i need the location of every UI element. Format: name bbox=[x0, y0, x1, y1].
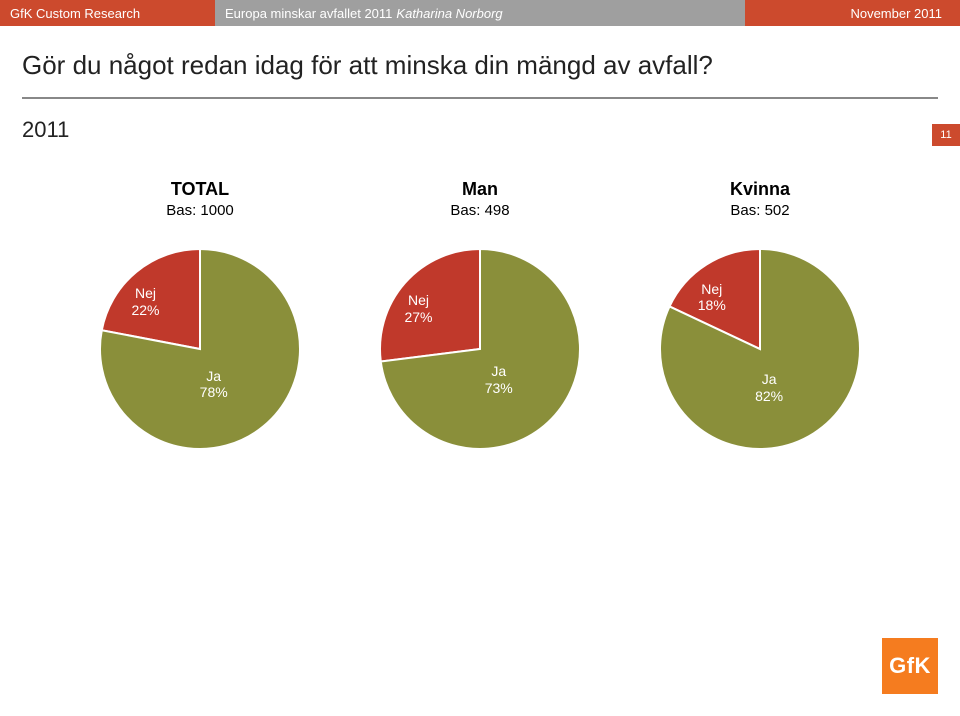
chart-title: Kvinna bbox=[635, 179, 885, 200]
chart-base: Bas: 1000 bbox=[75, 202, 325, 219]
pie-total: Nej22%Ja78% bbox=[75, 239, 325, 459]
pie-chart bbox=[90, 239, 310, 459]
header-subtitle: Europa minskar avfallet 2011 Katharina N… bbox=[215, 0, 745, 26]
chart-labels-row: TOTAL Bas: 1000 Man Bas: 498 Kvinna Bas:… bbox=[60, 179, 900, 219]
charts-row: Nej22%Ja78% Nej27%Ja73% Nej18%Ja82% bbox=[60, 239, 900, 459]
gfk-logo-text: GfK bbox=[889, 653, 931, 679]
pie-kvinna: Nej18%Ja82% bbox=[635, 239, 885, 459]
chart-label-man: Man Bas: 498 bbox=[355, 179, 605, 219]
header-brand: GfK Custom Research bbox=[0, 0, 215, 26]
header-date: November 2011 bbox=[745, 0, 960, 26]
chart-title: TOTAL bbox=[75, 179, 325, 200]
pie-man: Nej27%Ja73% bbox=[355, 239, 605, 459]
pie-slice-nej bbox=[380, 249, 480, 362]
page-title: Gör du något redan idag för att minska d… bbox=[22, 50, 960, 81]
chart-label-kvinna: Kvinna Bas: 502 bbox=[635, 179, 885, 219]
header-bar: GfK Custom Research Europa minskar avfal… bbox=[0, 0, 960, 26]
page-number-badge: 11 bbox=[932, 124, 960, 146]
chart-base: Bas: 498 bbox=[355, 202, 605, 219]
pie-chart bbox=[370, 239, 590, 459]
divider bbox=[22, 97, 938, 99]
chart-label-total: TOTAL Bas: 1000 bbox=[75, 179, 325, 219]
header-subtitle-plain: Europa minskar avfallet 2011 bbox=[225, 6, 392, 21]
year-label: 2011 bbox=[22, 117, 960, 143]
pie-chart bbox=[650, 239, 870, 459]
chart-title: Man bbox=[355, 179, 605, 200]
chart-base: Bas: 502 bbox=[635, 202, 885, 219]
header-subtitle-author: Katharina Norborg bbox=[396, 6, 502, 21]
gfk-logo: GfK bbox=[882, 638, 938, 694]
